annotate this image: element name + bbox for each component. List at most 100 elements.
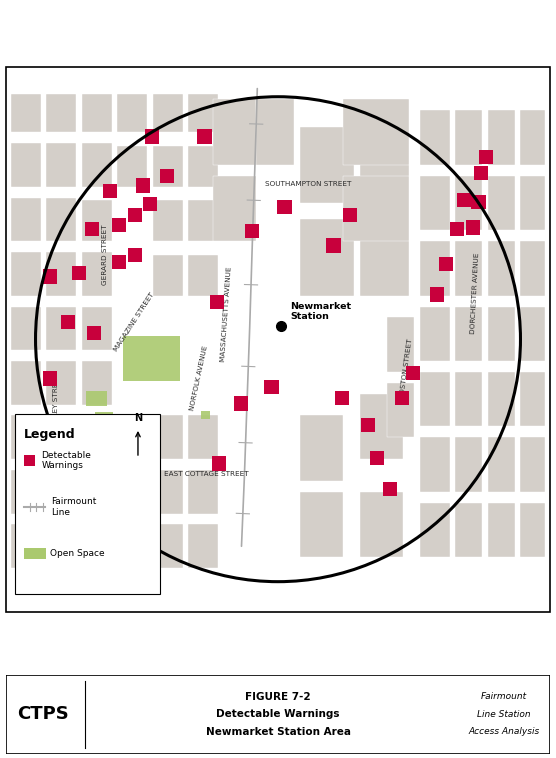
Bar	[47, 415, 76, 459]
Bar	[123, 337, 180, 381]
Bar	[439, 257, 453, 271]
Text: Newmarket
Station: Newmarket Station	[291, 302, 351, 321]
Bar	[300, 492, 344, 557]
Bar	[160, 169, 174, 183]
Bar	[153, 525, 183, 568]
Bar	[11, 525, 41, 568]
Bar	[82, 94, 112, 132]
Bar	[430, 287, 444, 302]
Bar	[450, 222, 464, 236]
Bar	[360, 393, 403, 459]
Bar	[457, 193, 471, 208]
Bar	[153, 415, 183, 459]
Bar	[11, 143, 41, 186]
Bar	[420, 176, 450, 230]
Bar	[265, 380, 279, 394]
Bar	[420, 306, 450, 361]
Bar	[117, 415, 147, 459]
Bar	[11, 94, 41, 132]
Bar	[143, 197, 157, 211]
Bar	[136, 178, 150, 193]
Text: Access Analysis: Access Analysis	[469, 728, 540, 737]
Bar	[455, 306, 483, 361]
Bar	[361, 418, 375, 432]
Bar	[212, 99, 256, 164]
Bar	[455, 372, 483, 427]
Bar	[82, 143, 112, 186]
Bar	[24, 548, 46, 559]
Bar	[43, 371, 57, 386]
Text: Fairmount: Fairmount	[481, 692, 527, 701]
Bar	[153, 146, 183, 186]
Bar	[153, 200, 183, 241]
Bar	[520, 176, 545, 230]
Bar	[479, 149, 493, 164]
Text: SOUTHAMPTON STREET: SOUTHAMPTON STREET	[265, 181, 351, 187]
FancyBboxPatch shape	[16, 415, 160, 594]
Bar	[360, 127, 409, 203]
Bar	[47, 198, 76, 241]
Bar	[153, 255, 183, 296]
Bar	[188, 255, 218, 296]
Bar	[277, 200, 292, 215]
Bar	[420, 111, 450, 164]
Bar	[520, 372, 545, 427]
Bar	[128, 248, 142, 262]
Bar	[82, 470, 112, 514]
Text: CTPS: CTPS	[17, 706, 68, 723]
Bar	[197, 130, 211, 143]
Bar	[488, 111, 515, 164]
Bar	[520, 437, 545, 492]
Bar	[47, 94, 76, 132]
Bar	[245, 224, 259, 239]
Bar	[455, 503, 483, 557]
Bar	[455, 111, 483, 164]
Bar	[82, 306, 112, 350]
Text: NORFOLK AVENUE: NORFOLK AVENUE	[189, 346, 209, 412]
Bar	[420, 372, 450, 427]
Text: MASSACHUSETTS AVENUE: MASSACHUSETTS AVENUE	[220, 267, 232, 362]
Bar	[11, 470, 41, 514]
Text: GERARD STREET: GERARD STREET	[102, 224, 108, 285]
Bar	[82, 252, 112, 296]
Bar	[61, 315, 75, 329]
Bar	[82, 361, 112, 405]
Bar	[326, 239, 341, 252]
Bar	[420, 503, 450, 557]
Text: Detectable
Warnings: Detectable Warnings	[42, 451, 91, 471]
Bar	[201, 411, 210, 418]
Bar	[455, 437, 483, 492]
Bar	[145, 130, 158, 143]
Bar	[47, 470, 76, 514]
Bar	[344, 176, 409, 241]
Bar	[47, 361, 76, 405]
Bar	[11, 415, 41, 459]
Text: DORCHESTER AVENUE: DORCHESTER AVENUE	[470, 252, 480, 334]
Bar	[101, 421, 115, 434]
Bar	[520, 503, 545, 557]
Bar	[387, 318, 414, 372]
Bar	[117, 94, 147, 132]
Text: FIGURE 7-2: FIGURE 7-2	[245, 692, 311, 702]
Bar	[24, 456, 35, 466]
Bar	[420, 437, 450, 492]
Bar	[188, 525, 218, 568]
Bar	[82, 200, 112, 241]
Bar	[96, 412, 113, 424]
Text: Detectable Warnings: Detectable Warnings	[216, 709, 340, 719]
Bar	[488, 306, 515, 361]
Bar	[47, 525, 76, 568]
Bar	[188, 94, 218, 132]
Text: DUDLEY STREET: DUDLEY STREET	[53, 374, 59, 433]
Bar	[103, 184, 117, 198]
Bar	[256, 99, 294, 164]
Bar	[112, 255, 126, 269]
Bar	[300, 127, 354, 203]
Bar	[153, 94, 183, 132]
Bar	[488, 372, 515, 427]
Bar	[112, 218, 126, 232]
Text: MAGAZINE STREET: MAGAZINE STREET	[112, 291, 155, 352]
Bar	[370, 451, 384, 465]
Bar	[117, 525, 147, 568]
Bar	[420, 241, 450, 296]
